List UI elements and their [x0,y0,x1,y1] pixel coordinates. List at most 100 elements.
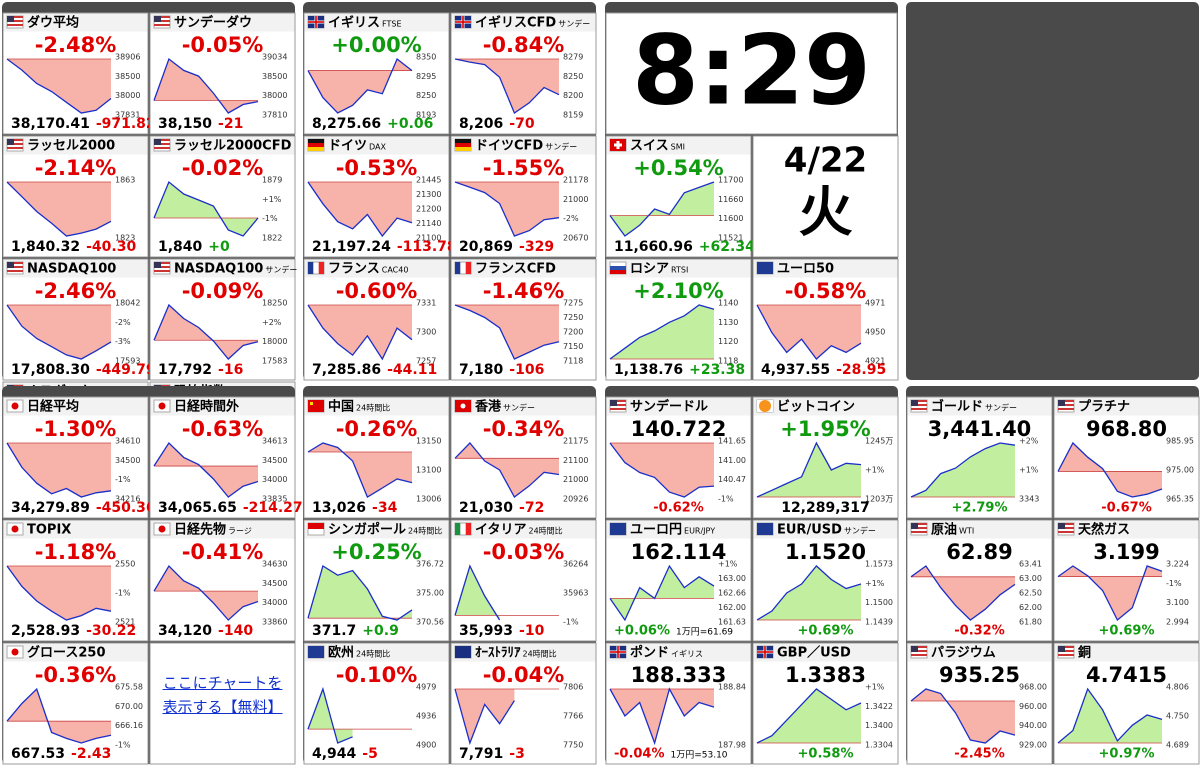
tile-name: ビットコイン [777,399,855,415]
tile-header [304,136,449,155]
tile-bg [752,135,899,258]
flag-part [911,654,927,656]
change: +0.06% [614,624,670,639]
chart-line [454,58,560,114]
flag-part [610,270,626,274]
tile-name: 日経先物 [174,522,226,538]
tick-label: 1822 [262,234,282,243]
diff: +0 [208,239,230,255]
flag-part [1058,650,1074,652]
tick-label: 940.00 [1019,721,1047,730]
tile-sub: イギリス [671,650,703,659]
weekday: 火 [799,181,853,244]
change: -0.34% [483,417,565,441]
tile-name: ユーロ円 [630,523,682,538]
tile: 香港 サンデー 21175 21100 21000 20926 -0.34% 21,030 -7… [450,396,597,519]
tile: 欧州 24時間比 4979 4936 4900 -0.10% 4,944 -5 [303,642,450,765]
chart-line [910,688,1016,744]
tick-label: 3.100 [1166,598,1189,607]
tile-sub: 24時間比 [523,649,557,659]
flag-part [1058,404,1074,406]
tile-name: 欧州 [328,645,354,661]
tile-header [753,520,898,539]
flag-part [759,400,771,412]
tile-sub: 24時間比 [528,526,562,536]
tick-label: 163.00 [718,574,746,583]
flag-part [1058,400,1065,406]
price: 34,120 [158,623,212,639]
price: 7,285.86 [312,362,381,378]
tick-label: +1% [262,195,282,204]
flag [153,138,171,152]
flag-part [154,16,170,18]
flag [6,522,24,536]
diff: -449.79 [96,362,156,378]
chart-line [454,564,501,621]
price: 371.7 [312,623,356,639]
panel [906,2,1199,380]
tick-label: 34000 [262,598,287,607]
tile-bg [149,258,296,381]
tile: NASDAQ100 18042 -2% -3% 17593 -2.46% 17,808.30… [2,258,156,381]
flag [6,261,24,275]
flag-part [911,523,927,525]
tile-header [1054,397,1199,416]
price: 8,206 [459,116,503,132]
tick-label: 675.58 [115,683,143,692]
tile: シンガポール 24時間比 376.72 375.00 370.56 +0.25% 371.7… [303,519,450,642]
chart-line [454,304,560,360]
tile-header [451,259,596,278]
flag-part [455,147,471,151]
tile-name: 原油 [931,522,957,538]
chart-link[interactable]: ここにチャートを表示する【無料】 [162,674,283,716]
flag-part [1058,646,1074,648]
change: +0.97% [1099,747,1155,762]
flag [307,138,325,152]
diff: -21 [218,116,243,132]
price: 21,197.24 [312,239,391,255]
tile-sub: サンデー [985,403,1017,413]
tile: 8:29 [605,12,898,135]
price: 3.199 [1093,540,1159,564]
flag [454,399,472,413]
tile-name: NASDAQ100 [174,262,263,277]
tick-label: 17583 [262,357,287,366]
tile-header [451,520,596,539]
flag-part [465,262,471,274]
flag-part [1058,527,1074,529]
tile-name: 日経時間外 [174,399,239,415]
chart-area [7,443,111,497]
flag [910,522,928,536]
tile-bg [605,12,898,135]
chart-area [308,305,412,359]
tile-bg [303,642,450,765]
tile: ラッセル2000CFD 1879 +1% -1% 1822 -0.02% 1,840 +0 [149,135,296,258]
tick-label: 376.72 [416,560,444,569]
tile-header [606,520,751,539]
tick-label: 21100 [563,456,588,465]
chart-area [7,59,111,113]
flag [609,522,627,536]
change: -2.45% [954,747,1005,762]
tile: 4/22火 [752,135,899,258]
price: 935.25 [939,663,1020,687]
tile-name: グロース250 [27,645,106,661]
tick-label: 7331 [416,299,436,308]
tile-name: ラッセル2000 [27,139,115,154]
tick-label: 1.1439 [865,618,893,627]
tick-label: 38500 [115,72,140,81]
diff: -2.43 [71,746,111,762]
diff: -30.22 [86,623,136,639]
change: -0.62% [653,501,704,516]
tick-label: 34613 [262,437,287,446]
tile-name: フランスCFD [475,262,556,277]
tile-name: 銅 [1078,645,1091,661]
flag-part [7,262,14,268]
price: 17,792 [158,362,212,378]
change: -0.04% [483,663,565,687]
flag-part [308,21,324,23]
change: +0.54% [633,156,723,180]
chart-line [756,565,862,621]
flag-part [610,651,626,653]
tile: TOPIX 2550 -1% 2521 -1.18% 2,528.93 -30.22 [2,519,149,642]
